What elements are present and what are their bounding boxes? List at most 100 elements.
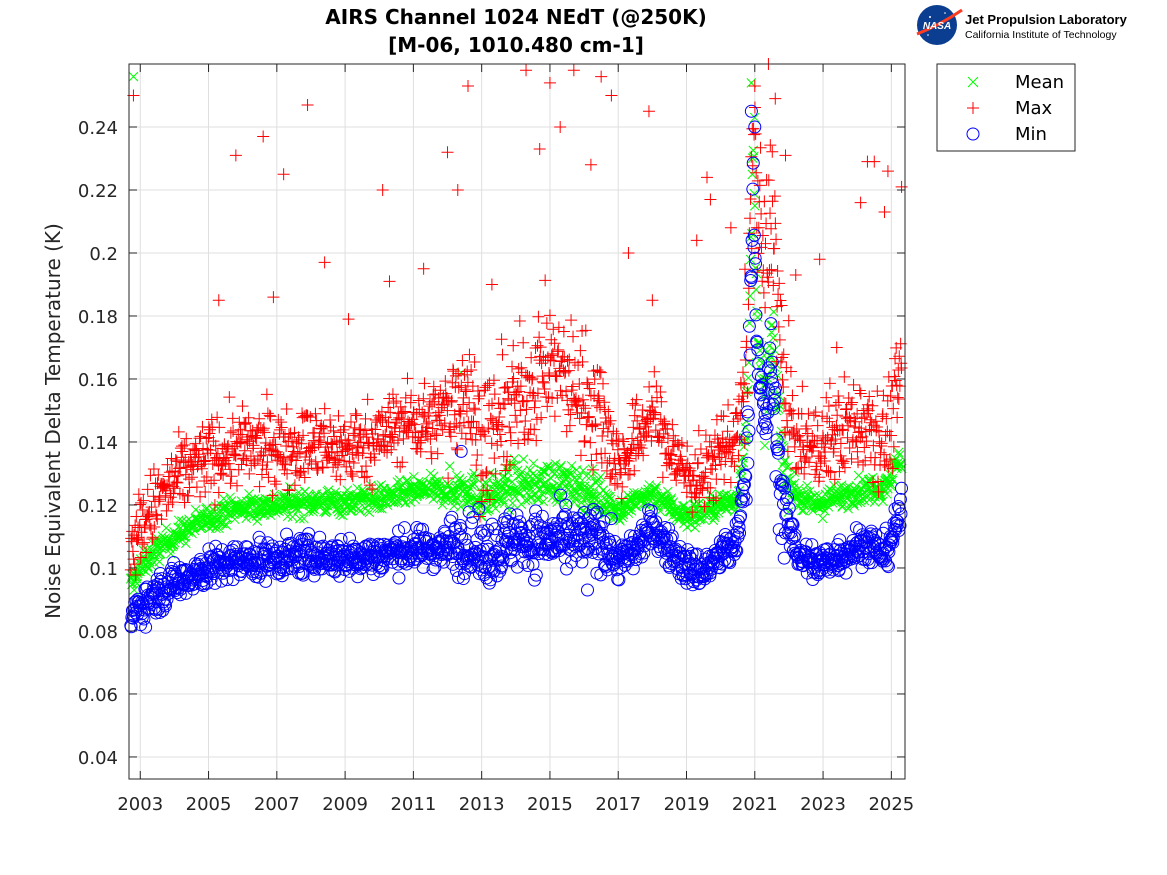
max-point — [522, 428, 535, 441]
min-point — [259, 574, 273, 588]
max-point — [810, 463, 823, 476]
max-point — [343, 442, 356, 455]
max-point — [827, 446, 840, 459]
max-point — [227, 424, 240, 437]
max-point — [238, 444, 251, 457]
min-point — [637, 546, 651, 560]
max-point — [257, 130, 270, 143]
max-point — [872, 485, 885, 498]
max-point — [768, 242, 781, 255]
max-point — [748, 80, 761, 93]
max-point — [530, 434, 543, 447]
max-point — [458, 368, 471, 381]
max-point — [811, 419, 824, 432]
max-point — [298, 471, 311, 484]
max-point — [849, 415, 862, 428]
max-point — [343, 439, 356, 452]
max-point — [742, 298, 755, 311]
max-point — [242, 411, 255, 424]
max-point — [468, 355, 481, 368]
mean-point — [837, 500, 848, 511]
mean-point — [249, 497, 260, 507]
mean-point — [769, 345, 780, 355]
max-point — [232, 463, 245, 476]
max-point — [735, 378, 748, 391]
max-point — [739, 353, 752, 366]
max-point — [247, 439, 260, 452]
max-point — [595, 70, 608, 83]
mean-point — [837, 502, 848, 512]
max-point — [149, 508, 162, 521]
mean-point — [759, 440, 770, 451]
max-point — [349, 407, 362, 420]
max-point — [867, 476, 880, 489]
max-point — [563, 353, 576, 366]
max-point — [405, 389, 418, 402]
max-point — [514, 404, 527, 417]
max-point — [567, 64, 580, 77]
mean-point — [484, 504, 494, 515]
legend: Mean Max Min — [936, 63, 1076, 152]
max-point — [217, 469, 230, 482]
max-point — [890, 379, 903, 392]
max-point — [743, 227, 756, 240]
max-point — [439, 375, 452, 388]
mean-point — [802, 480, 813, 491]
max-point — [564, 408, 577, 421]
max-point — [359, 460, 372, 473]
max-point — [578, 434, 591, 447]
max-point — [832, 396, 845, 409]
max-point — [731, 412, 744, 425]
max-point — [886, 462, 899, 475]
max-point — [229, 149, 242, 162]
mean-point — [346, 505, 357, 516]
chart-title: AIRS Channel 1024 NEdT (@250K) — [325, 5, 706, 29]
max-point — [563, 419, 576, 432]
min-point — [478, 560, 492, 574]
x-tick-label: 2005 — [186, 794, 232, 815]
max-point — [881, 394, 894, 407]
max-point — [441, 146, 454, 159]
max-point — [772, 320, 785, 333]
max-point — [479, 430, 492, 443]
mean-point — [566, 460, 577, 471]
series-mean — [125, 71, 907, 595]
max-point — [800, 451, 813, 464]
max-point — [834, 437, 847, 450]
max-point — [858, 411, 871, 424]
min-point — [573, 538, 587, 552]
max-point — [229, 449, 242, 462]
max-point — [436, 398, 449, 411]
max-point — [125, 535, 138, 548]
min-point — [472, 502, 486, 516]
max-point — [506, 360, 519, 373]
max-point — [171, 476, 184, 489]
max-point — [134, 551, 147, 564]
max-point — [224, 426, 237, 439]
max-point — [554, 120, 567, 133]
max-point — [385, 428, 398, 441]
max-point — [708, 450, 721, 463]
series-min — [124, 104, 909, 634]
max-point — [838, 370, 851, 383]
max-point — [590, 399, 603, 412]
max-point — [473, 389, 486, 402]
min-point — [468, 545, 482, 559]
min-point — [149, 606, 163, 620]
max-point — [634, 439, 647, 452]
max-point — [876, 408, 889, 421]
max-point — [145, 501, 158, 514]
max-point — [469, 433, 482, 446]
max-point — [661, 432, 674, 445]
max-point — [532, 310, 545, 323]
max-point — [170, 476, 183, 489]
max-point — [291, 447, 304, 460]
max-point — [847, 378, 860, 391]
max-point — [136, 538, 149, 551]
max-point — [205, 477, 218, 490]
mean-point — [858, 493, 868, 504]
max-point — [738, 263, 751, 276]
min-point — [683, 549, 697, 563]
max-point — [275, 421, 288, 434]
x-tick-label: 2021 — [732, 794, 778, 815]
